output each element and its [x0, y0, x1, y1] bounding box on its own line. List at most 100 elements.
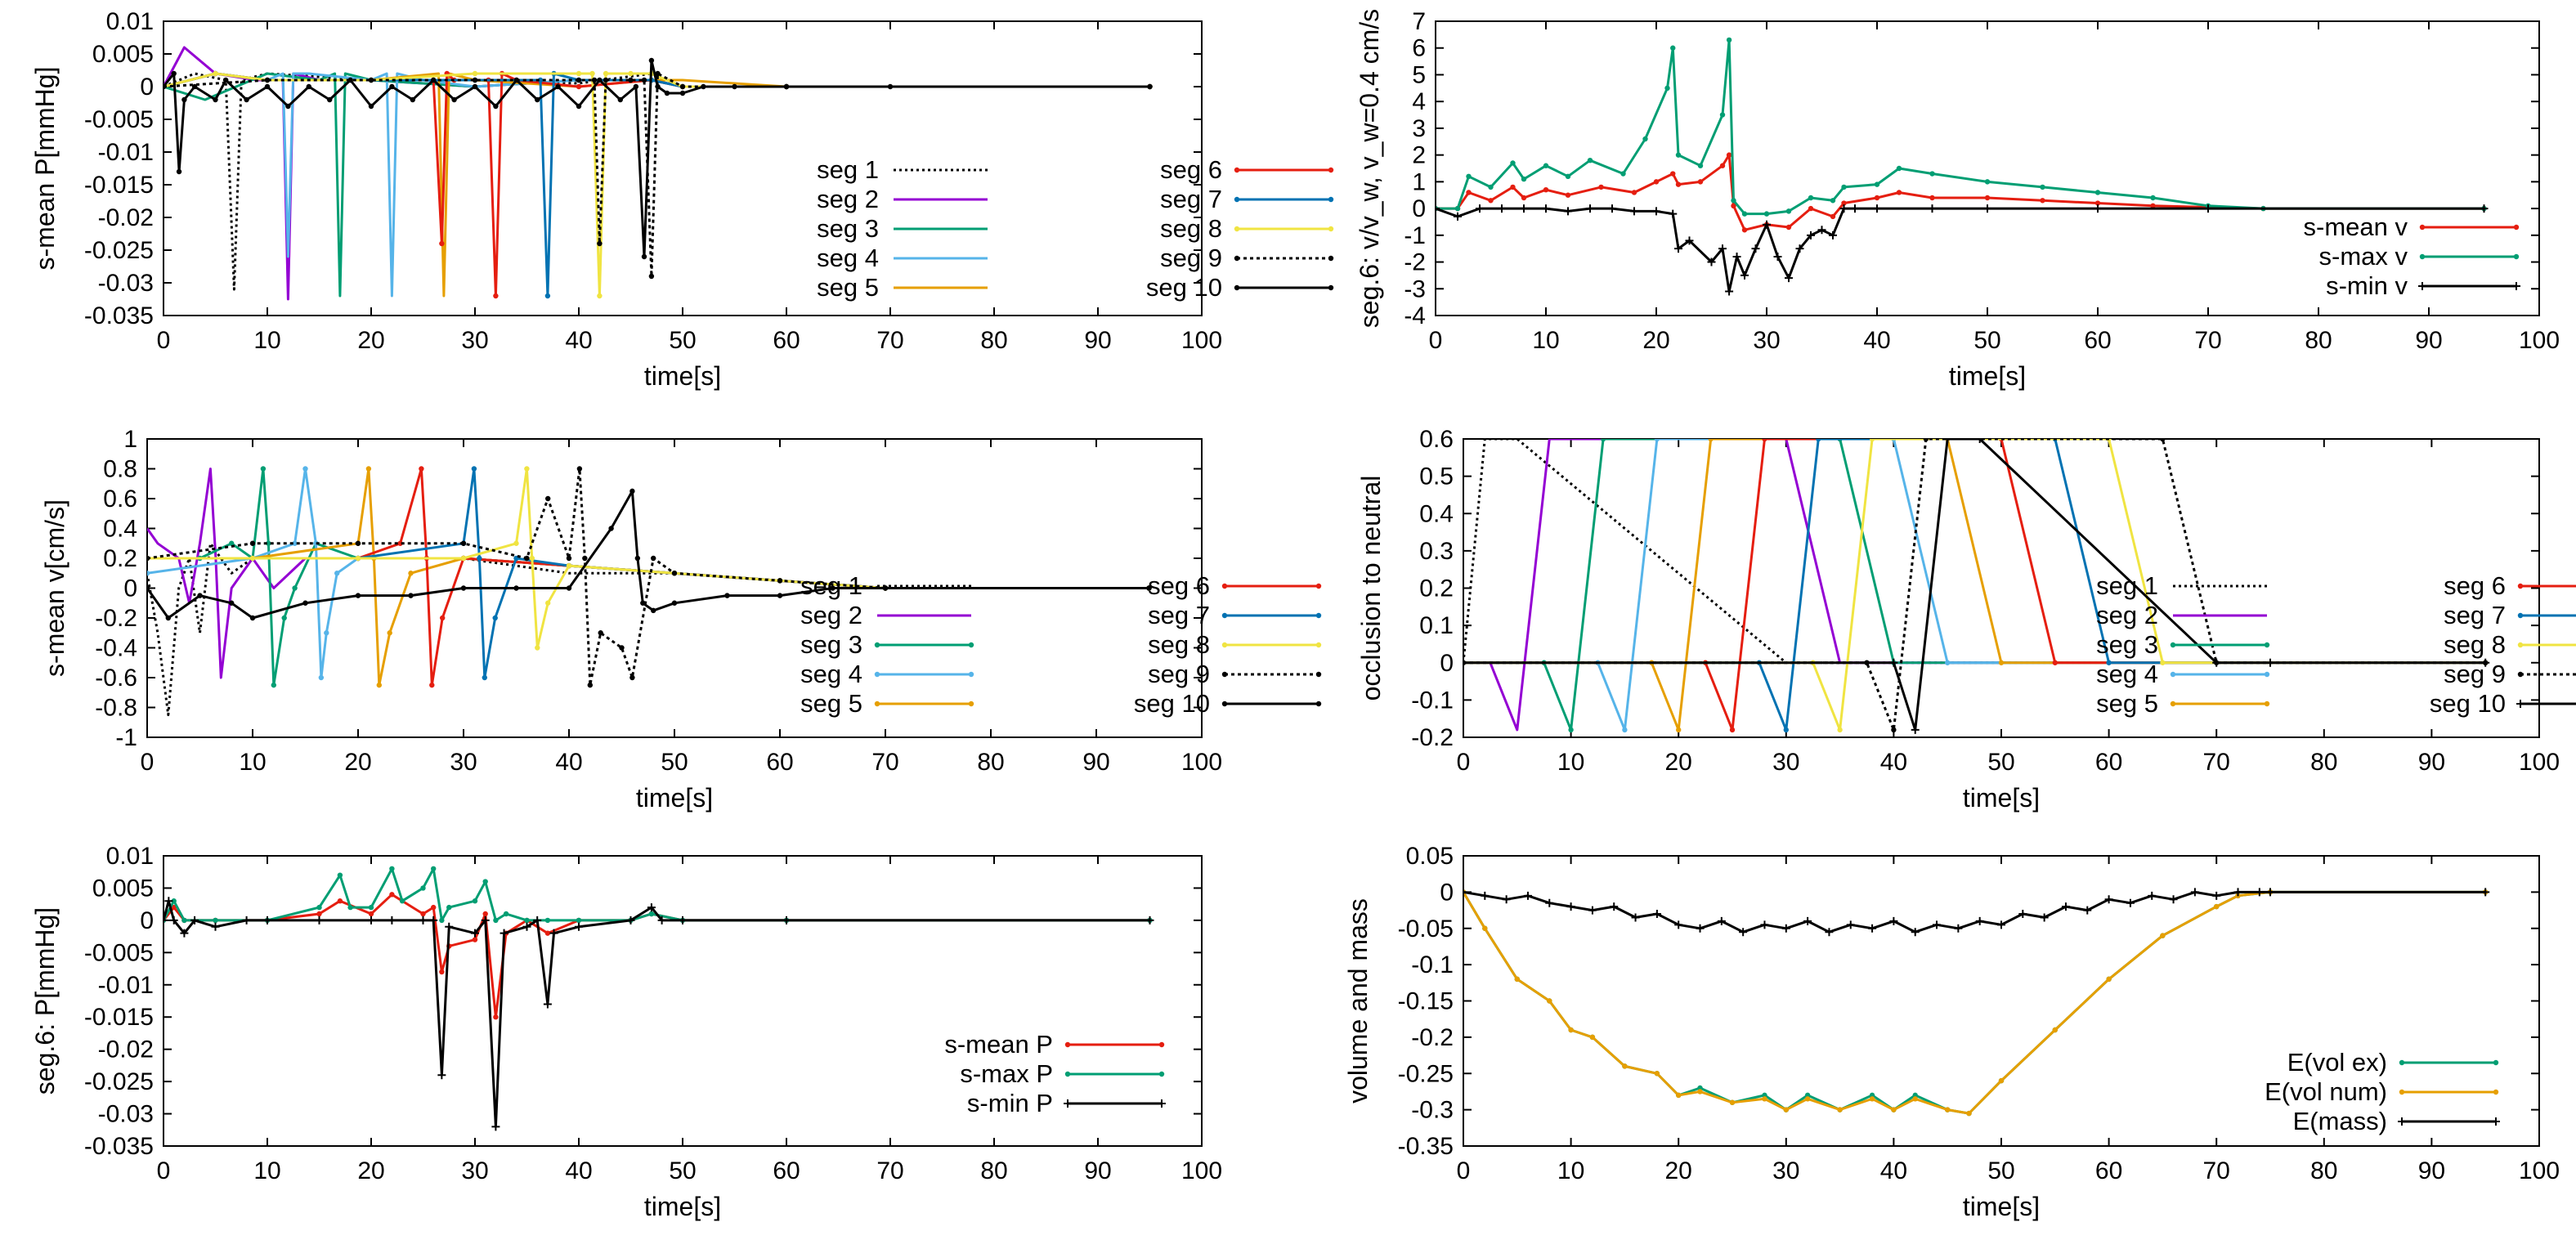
- series-s-min-p-point: [522, 922, 531, 931]
- y-tick-label: -0.015: [84, 172, 154, 199]
- series-s-min-p-point: [549, 929, 558, 938]
- series-s-mean-v-point: [1896, 190, 1902, 195]
- series-s-max-v-point: [2094, 190, 2101, 195]
- series-s-min-p-point: [169, 916, 178, 924]
- series-seg-10-point: [347, 77, 353, 83]
- y-tick-label: 3: [1412, 115, 1426, 142]
- x-tick-label: 50: [1987, 749, 2014, 776]
- series-seg-10-point: [783, 83, 790, 90]
- series-seg-1-line: [147, 542, 1149, 717]
- series-seg-10-point: [327, 96, 333, 103]
- series-s-mean-v-point: [1488, 198, 1494, 204]
- series-seg-10-point: [460, 585, 467, 591]
- chart-p2: 0 10 20 30 40 50 60 70 80 90 10076543210-1-2-3-4ti…: [1355, 8, 2560, 391]
- series-s-min-v-point: [1707, 257, 1716, 266]
- series-seg-10-point: [2266, 658, 2274, 667]
- x-axis-label: time[s]: [644, 361, 721, 391]
- series-s-min-p-point: [242, 916, 251, 924]
- x-tick-label: 80: [2310, 1157, 2337, 1184]
- series-s-max-p-point: [493, 917, 499, 924]
- series-s-min-v-point: [1498, 204, 1506, 213]
- y-tick-label: -0.01: [98, 972, 154, 999]
- series-s-min-p-point: [657, 916, 666, 924]
- series-s-mean-v-point: [2150, 203, 2156, 209]
- series-seg-6-point: [429, 682, 435, 688]
- series-s-min-v-point: [1732, 253, 1741, 261]
- x-tick-label: 90: [1084, 1157, 1111, 1184]
- series-seg-10-point: [608, 526, 614, 531]
- y-tick-label: 0.05: [1406, 843, 1454, 870]
- y-tick-label: -0.02: [98, 1036, 154, 1063]
- y-tick-label: 0.005: [92, 875, 154, 902]
- x-tick-label: 10: [239, 749, 266, 776]
- series-seg-3-point: [1600, 439, 1606, 442]
- legend-point: [2513, 253, 2520, 260]
- series-seg-3-point: [292, 585, 298, 591]
- y-tick-label: 0: [1440, 650, 1454, 677]
- series-s-min-v-point: [1652, 207, 1660, 216]
- x-tick-label: 50: [669, 327, 696, 354]
- y-tick-label: 2: [1412, 142, 1426, 169]
- legend-label: seg 8: [2444, 630, 2506, 659]
- series-seg-10-point: [451, 96, 457, 103]
- series-seg-10-point: [1975, 439, 1984, 443]
- series-seg-10-point: [191, 83, 198, 90]
- series-e(vol-ex)-point: [1762, 1092, 1767, 1099]
- x-tick-label: 20: [344, 749, 371, 776]
- series-e(mass)-point: [1825, 928, 1834, 937]
- legend-label: seg 4: [2096, 660, 2158, 688]
- series-e(mass)-point: [1803, 916, 1812, 925]
- series-e(mass)-point: [2061, 902, 2070, 911]
- series-seg-5-point: [1676, 727, 1682, 733]
- legend-point: [2512, 282, 2520, 290]
- y-tick-label: -1: [115, 724, 137, 751]
- legend-label: seg 10: [1146, 273, 1222, 302]
- plot-area: [1463, 439, 2490, 734]
- x-tick-label: 70: [2203, 1157, 2230, 1184]
- legend-point: [1315, 701, 1322, 707]
- series-seg-1-line: [1463, 439, 2486, 665]
- y-tick-label: -0.035: [84, 1133, 154, 1160]
- series-seg-10-point: [355, 593, 361, 598]
- series-s-max-v-point: [1719, 112, 1726, 118]
- series-seg-2-line: [147, 468, 1149, 679]
- series-e(vol-num)-point: [1547, 998, 1552, 1004]
- y-axis-label: s-mean v[cm/s]: [40, 499, 69, 677]
- plot-area: [147, 466, 1152, 717]
- x-tick-label: 50: [1987, 1157, 2014, 1184]
- series-s-mean-v-point: [1543, 186, 1549, 193]
- series-e(mass)-point: [1631, 913, 1640, 922]
- series-s-min-v-point: [1542, 204, 1550, 213]
- legend-point: [1221, 671, 1228, 678]
- series-s-mean-v-point: [1510, 184, 1516, 190]
- y-tick-label: -0.2: [1411, 724, 1454, 751]
- series-s-mean-v-point: [1565, 192, 1571, 198]
- x-tick-label: 0: [1429, 327, 1443, 354]
- chart-p6: 0 10 20 30 40 50 60 70 80 90 100 0.05 0 -0.05 -0.1 -0.1…: [1343, 843, 2560, 1221]
- legend-label: seg 2: [2096, 601, 2158, 629]
- legend-point: [2493, 1059, 2499, 1066]
- series-seg-10-point: [164, 83, 167, 90]
- x-tick-label: 70: [876, 327, 903, 354]
- series-seg-9-line: [164, 72, 1150, 278]
- x-tick-label: 70: [871, 749, 898, 776]
- series-e(mass)-point: [1975, 916, 1984, 925]
- series-e(mass)-point: [1846, 920, 1855, 929]
- legend-label: seg 8: [1160, 214, 1222, 243]
- legend-point: [2264, 671, 2270, 678]
- series-seg-4-point: [1622, 727, 1628, 733]
- series-s-max-v-point: [1664, 85, 1670, 92]
- series-s-max-v-point: [1896, 165, 1902, 172]
- x-tick-label: 90: [2418, 749, 2445, 776]
- legend-label: s-mean P: [944, 1030, 1053, 1059]
- legend-point: [1234, 196, 1240, 203]
- y-tick-label: -0.015: [84, 1004, 154, 1031]
- y-tick-label: 0.01: [106, 843, 154, 870]
- series-seg-9-point: [264, 77, 271, 83]
- series-s-max-v-point: [1741, 211, 1748, 217]
- series-s-min-p-point: [782, 916, 791, 924]
- chart-p1: 0 10 20 30 40 50 60 70 80 90 100 0.01 0.005 0 -0.005 -0…: [30, 8, 1334, 391]
- series-e(mass)-point: [2169, 895, 2178, 904]
- y-axis-label: seg.6: P[mmHg]: [30, 907, 60, 1095]
- series-seg-7-point: [477, 555, 482, 562]
